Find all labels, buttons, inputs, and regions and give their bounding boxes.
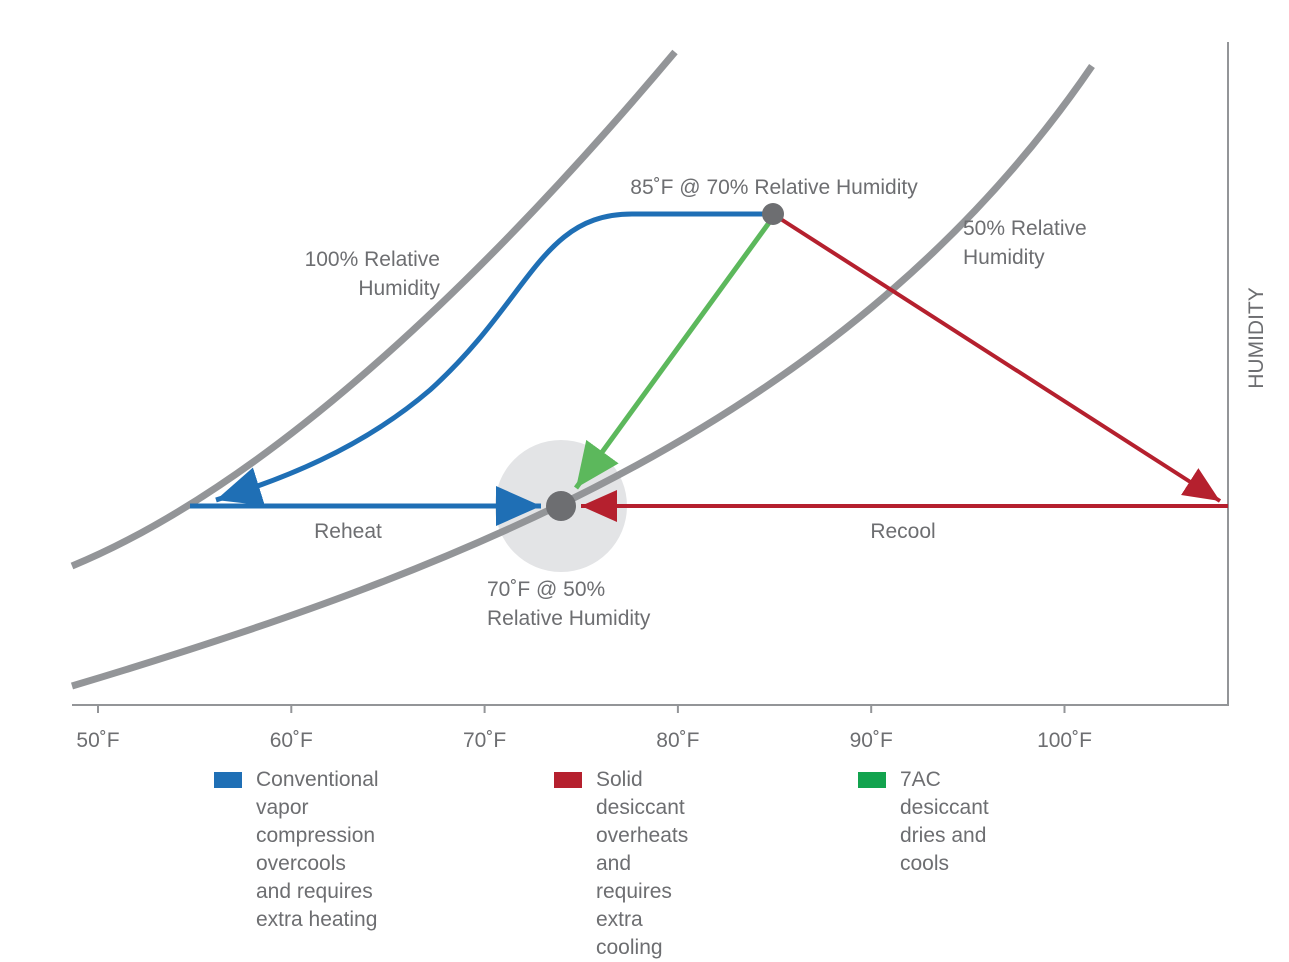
target-point-label-line2: Relative Humidity	[487, 607, 651, 630]
legend-text-conventional: Conventional vapor compression overcools…	[256, 768, 379, 931]
rh-50-curve	[70, 64, 1095, 690]
blue-overcool-path	[215, 211, 773, 506]
x-tick-label: 70˚F	[463, 729, 506, 752]
chart-canvas: 85˚F @ 70% Relative Humidity 100% Relati…	[70, 42, 1268, 752]
rh-100-curve	[70, 49, 678, 570]
reheat-label: Reheat	[314, 520, 382, 543]
red-overheat-arrow	[774, 214, 1222, 503]
rh-50-label-line1: 50% Relative	[963, 217, 1087, 240]
rh-100-label-line1: 100% Relative	[305, 248, 440, 271]
legend-text-solid-desiccant: Solid desiccant overheats and requires e…	[596, 768, 689, 959]
x-tick-label: 80˚F	[656, 729, 699, 752]
rh-50-label-line2: Humidity	[963, 246, 1045, 269]
target-point	[546, 491, 576, 521]
psychrometric-chart: 85˚F @ 70% Relative Humidity 100% Relati…	[70, 42, 1268, 959]
y-axis-label: HUMIDITY	[1245, 287, 1268, 389]
x-tick-label: 50˚F	[76, 729, 119, 752]
legend-swatch-green	[858, 772, 886, 788]
target-point-label-line1: 70˚F @ 50%	[487, 578, 605, 601]
x-tick-label: 100˚F	[1037, 729, 1092, 752]
x-axis-ticks: 50˚F 60˚F 70˚F 80˚F 90˚F 100˚F	[76, 705, 1092, 752]
x-tick-label: 90˚F	[850, 729, 893, 752]
start-point	[762, 203, 784, 225]
legend-swatch-blue	[214, 772, 242, 788]
rh-100-label-line2: Humidity	[358, 277, 440, 300]
legend-swatch-red	[554, 772, 582, 788]
recool-label: Recool	[870, 520, 935, 543]
x-tick-label: 60˚F	[270, 729, 313, 752]
start-point-label: 85˚F @ 70% Relative Humidity	[630, 176, 918, 199]
legend-text-7ac: 7AC desiccant dries and cools	[900, 768, 989, 875]
green-7ac-arrow	[573, 218, 774, 490]
